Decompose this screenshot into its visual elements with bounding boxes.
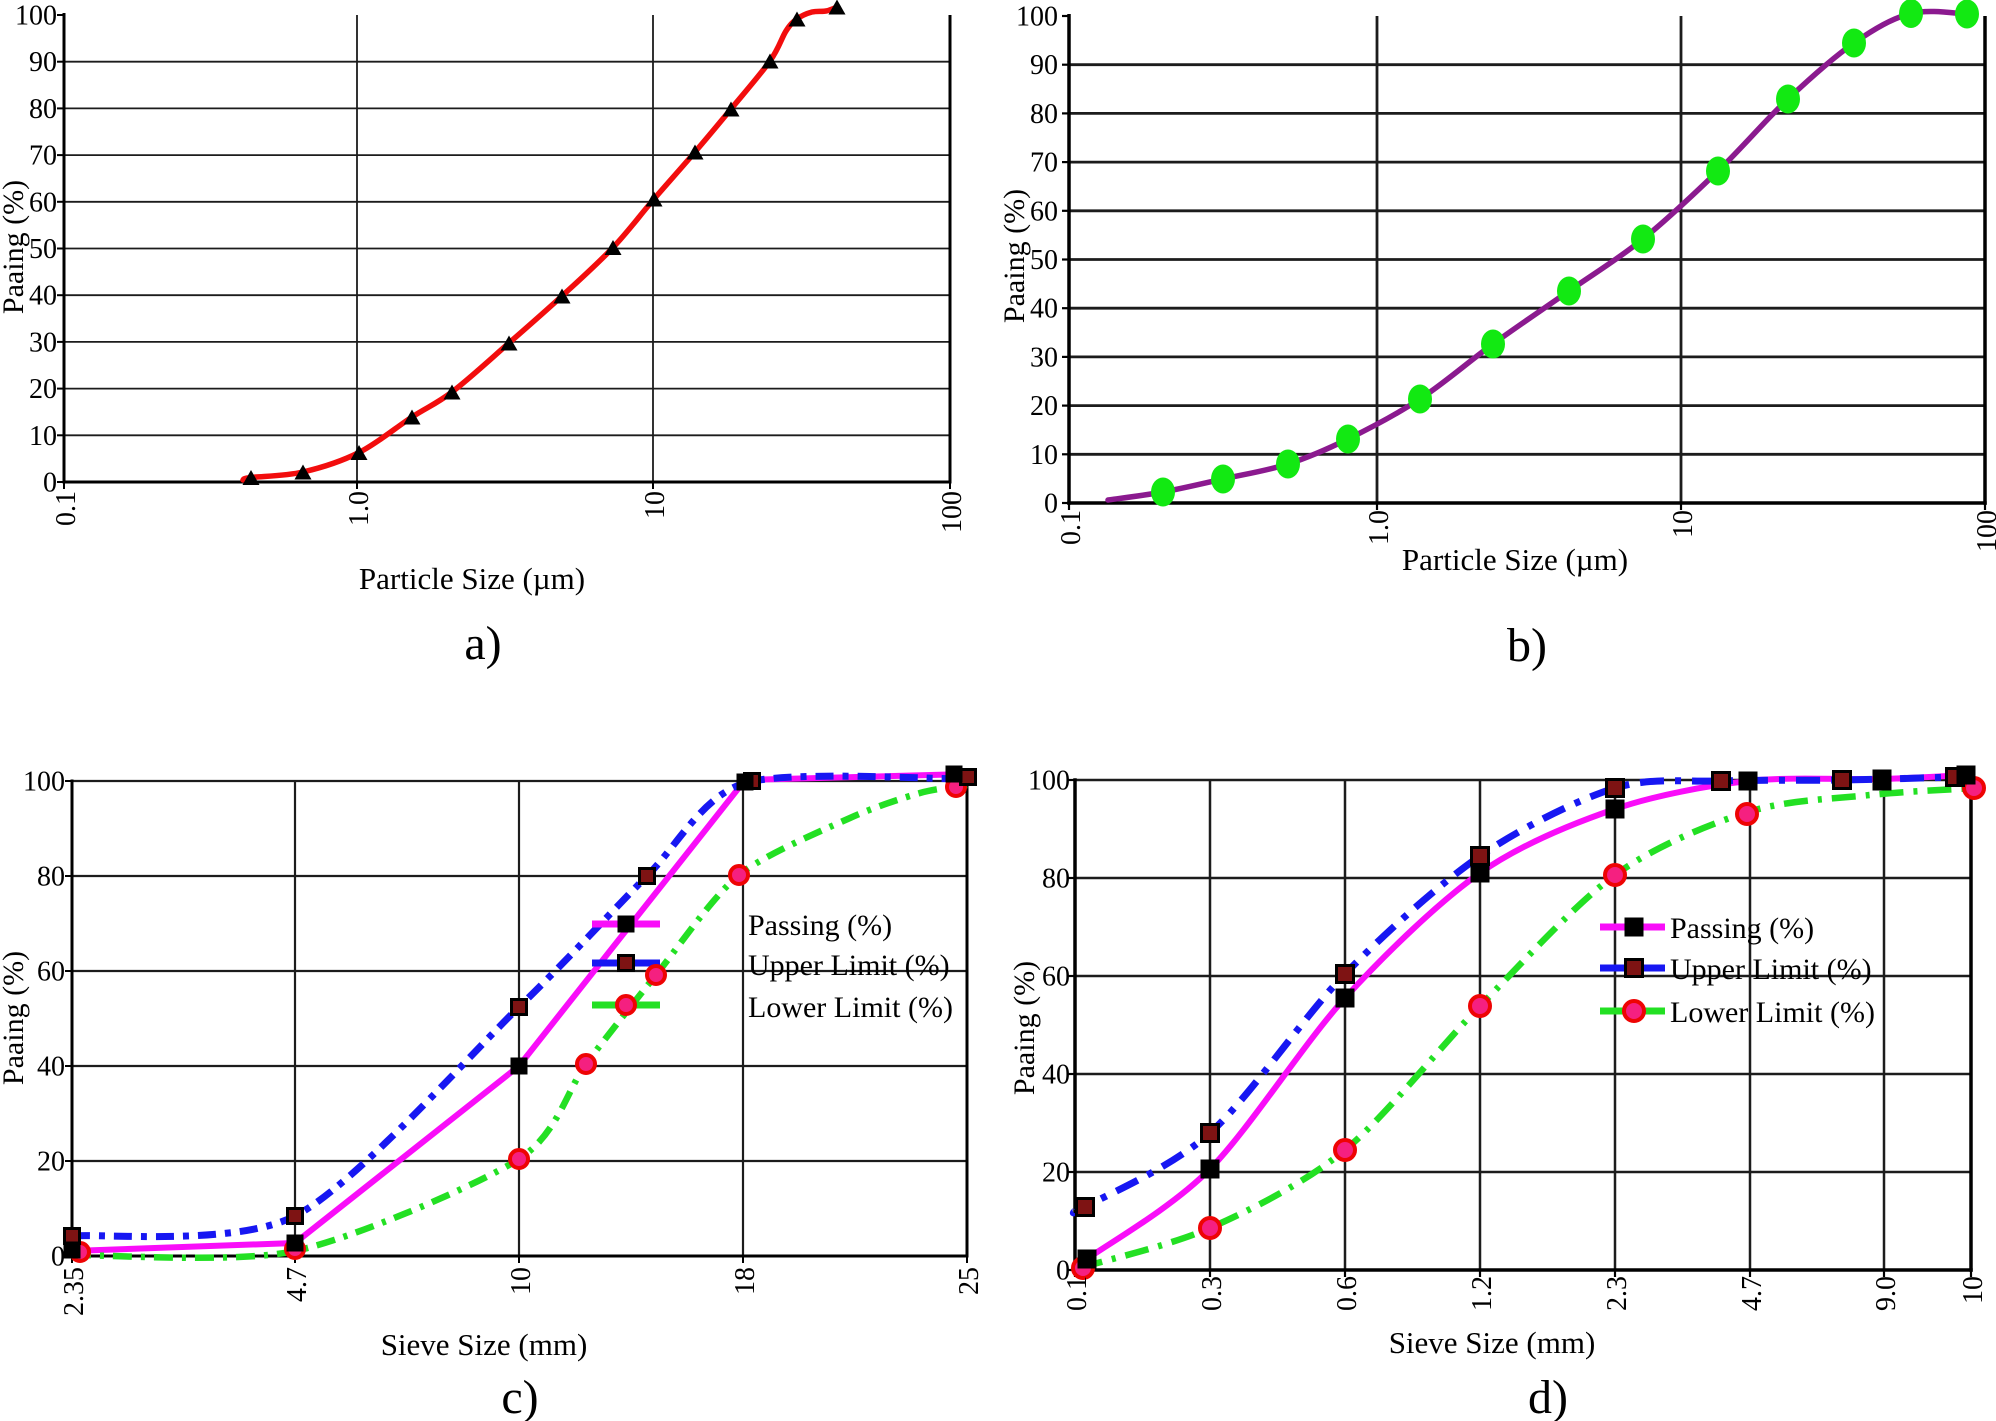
svg-text:a): a) [464, 617, 501, 670]
svg-text:18: 18 [730, 1267, 761, 1295]
svg-text:10: 10 [1958, 1276, 1989, 1304]
svg-text:0: 0 [1056, 1256, 1070, 1287]
svg-text:0.6: 0.6 [1332, 1276, 1363, 1311]
svg-text:100: 100 [1028, 766, 1070, 797]
svg-text:60: 60 [29, 187, 57, 218]
svg-text:2.35: 2.35 [59, 1267, 90, 1316]
svg-text:0.1: 0.1 [1056, 510, 1087, 545]
svg-text:60: 60 [1042, 962, 1070, 993]
svg-text:Sieve Size (mm): Sieve Size (mm) [1389, 1325, 1596, 1360]
svg-text:30: 30 [29, 327, 57, 358]
svg-text:20: 20 [1042, 1158, 1070, 1189]
svg-text:Particle Size (µm): Particle Size (µm) [1402, 542, 1628, 577]
svg-text:1.2: 1.2 [1467, 1276, 1498, 1311]
svg-text:50: 50 [1030, 245, 1058, 276]
svg-text:90: 90 [29, 47, 57, 78]
svg-text:80: 80 [29, 94, 57, 125]
svg-text:Paaing (%): Paaing (%) [1008, 961, 1041, 1095]
svg-text:1.0: 1.0 [344, 491, 375, 526]
svg-text:70: 70 [1030, 148, 1058, 179]
svg-text:40: 40 [29, 281, 57, 312]
svg-text:20: 20 [29, 374, 57, 405]
svg-text:Particle Size (µm): Particle Size (µm) [359, 561, 585, 596]
svg-text:0: 0 [1044, 489, 1058, 520]
svg-text:0: 0 [43, 468, 57, 499]
svg-text:Lower Limit (%): Lower Limit (%) [748, 991, 953, 1024]
svg-text:c): c) [501, 1371, 538, 1421]
svg-text:Upper Limit (%): Upper Limit (%) [748, 949, 950, 982]
svg-text:10: 10 [640, 491, 671, 519]
svg-text:50: 50 [29, 234, 57, 265]
svg-text:100: 100 [23, 767, 65, 798]
svg-text:30: 30 [1030, 342, 1058, 373]
svg-text:0.3: 0.3 [1197, 1276, 1228, 1311]
svg-text:0: 0 [51, 1242, 65, 1273]
svg-text:9.0: 9.0 [1871, 1276, 1902, 1311]
svg-text:40: 40 [1042, 1060, 1070, 1091]
svg-text:90: 90 [1030, 50, 1058, 81]
svg-text:60: 60 [37, 957, 65, 988]
svg-text:20: 20 [1030, 391, 1058, 422]
svg-text:70: 70 [29, 141, 57, 172]
svg-text:100: 100 [15, 1, 57, 32]
svg-text:40: 40 [1030, 294, 1058, 325]
svg-text:80: 80 [1042, 864, 1070, 895]
svg-text:Upper Limit (%): Upper Limit (%) [1670, 953, 1872, 986]
svg-text:10: 10 [1668, 510, 1699, 538]
svg-text:60: 60 [1030, 196, 1058, 227]
svg-text:b): b) [1507, 619, 1547, 672]
svg-text:40: 40 [37, 1052, 65, 1083]
svg-text:10: 10 [506, 1267, 537, 1295]
svg-text:0.1: 0.1 [1062, 1276, 1093, 1311]
svg-text:Paaing (%): Paaing (%) [0, 180, 30, 314]
svg-text:80: 80 [37, 862, 65, 893]
svg-text:Paaing (%): Paaing (%) [0, 951, 30, 1085]
svg-text:1.0: 1.0 [1364, 510, 1395, 545]
svg-text:80: 80 [1030, 99, 1058, 130]
svg-text:Lower Limit (%): Lower Limit (%) [1670, 996, 1875, 1029]
svg-text:Passing (%): Passing (%) [1670, 912, 1814, 945]
svg-text:100: 100 [1016, 2, 1058, 33]
svg-text:Passing (%): Passing (%) [748, 909, 892, 942]
svg-text:10: 10 [1030, 440, 1058, 471]
svg-text:10: 10 [29, 421, 57, 452]
svg-text:Sieve Size (mm): Sieve Size (mm) [381, 1327, 588, 1362]
svg-text:4.7: 4.7 [282, 1267, 313, 1302]
svg-text:20: 20 [37, 1147, 65, 1178]
svg-text:Paaing (%): Paaing (%) [998, 189, 1031, 323]
svg-text:2.3: 2.3 [1602, 1276, 1633, 1311]
svg-text:0.1: 0.1 [51, 491, 82, 526]
svg-text:4.7: 4.7 [1737, 1276, 1768, 1311]
svg-text:100: 100 [937, 491, 968, 533]
svg-text:100: 100 [1972, 510, 1996, 552]
svg-text:d): d) [1528, 1371, 1568, 1421]
svg-text:25: 25 [954, 1267, 985, 1295]
